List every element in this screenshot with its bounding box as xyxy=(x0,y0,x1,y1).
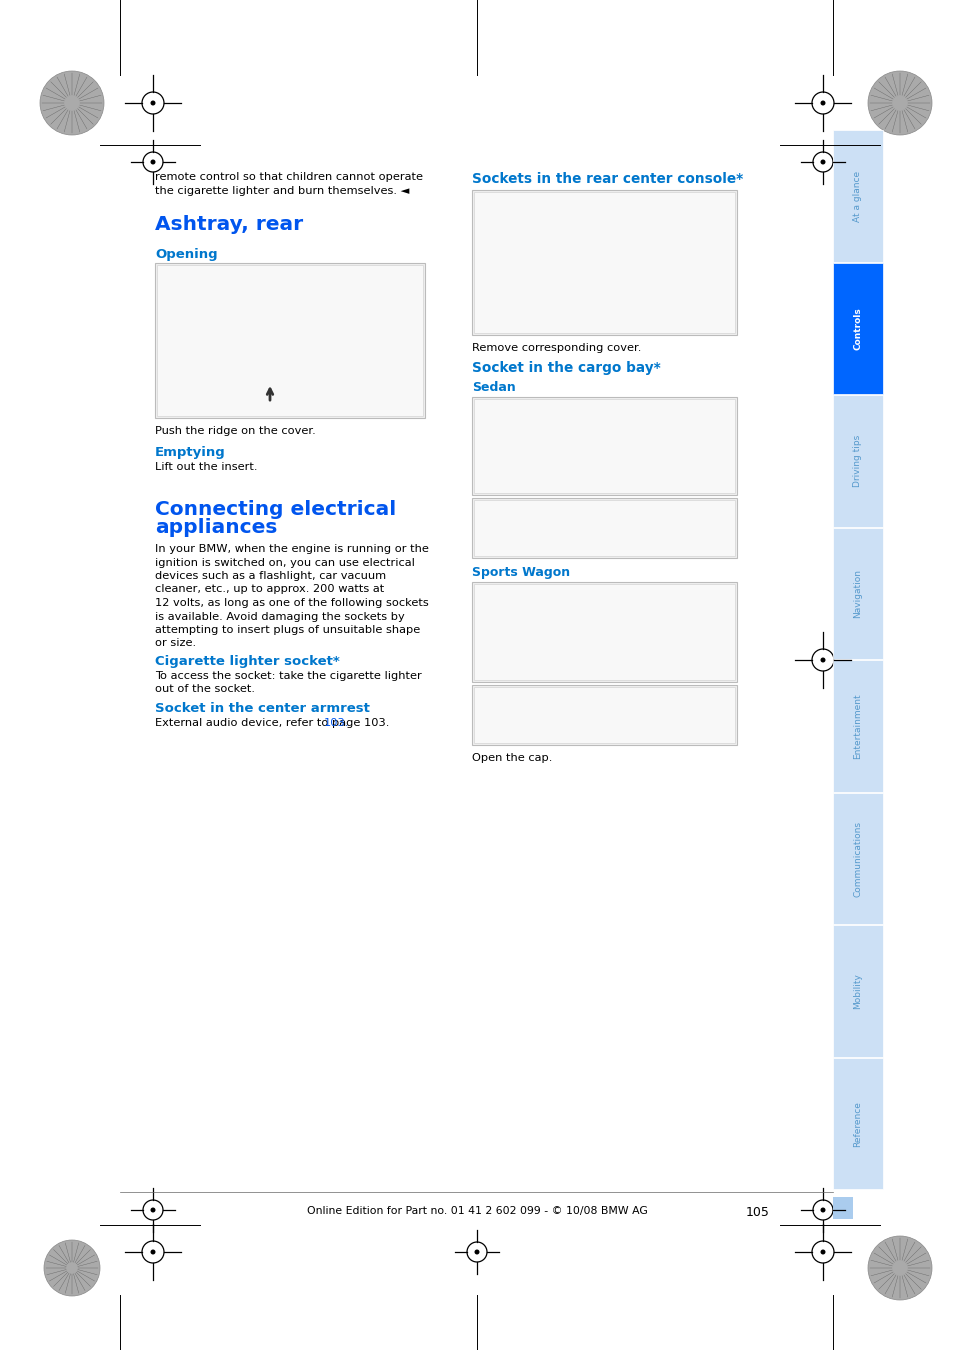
Circle shape xyxy=(867,1237,931,1300)
Text: remote control so that children cannot operate: remote control so that children cannot o… xyxy=(154,171,422,182)
Text: Open the cap.: Open the cap. xyxy=(472,753,552,763)
Bar xyxy=(474,585,734,680)
Text: Socket in the cargo bay*: Socket in the cargo bay* xyxy=(472,360,660,375)
Text: 103.: 103. xyxy=(323,718,349,729)
Bar xyxy=(832,660,882,791)
Circle shape xyxy=(151,1207,155,1212)
Text: Communications: Communications xyxy=(853,821,862,896)
Text: Mobility: Mobility xyxy=(853,973,862,1010)
Circle shape xyxy=(151,159,155,165)
Text: is available. Avoid damaging the sockets by: is available. Avoid damaging the sockets… xyxy=(154,612,404,621)
Text: Entertainment: Entertainment xyxy=(853,694,862,759)
Bar xyxy=(474,192,734,333)
Circle shape xyxy=(820,1207,824,1212)
Text: Driving tips: Driving tips xyxy=(853,435,862,487)
Text: Opening: Opening xyxy=(154,248,217,261)
Bar xyxy=(472,582,737,682)
Circle shape xyxy=(151,1250,155,1254)
Circle shape xyxy=(151,100,155,105)
Text: Sockets in the rear center console*: Sockets in the rear center console* xyxy=(472,171,742,186)
Circle shape xyxy=(44,1241,100,1296)
Text: the cigarette lighter and burn themselves. ◄: the cigarette lighter and burn themselve… xyxy=(154,186,409,196)
Bar xyxy=(832,130,882,262)
Text: Socket in the center armrest: Socket in the center armrest xyxy=(154,702,370,716)
Text: 105: 105 xyxy=(745,1206,769,1219)
Circle shape xyxy=(40,72,104,135)
Bar xyxy=(474,400,734,493)
Text: 12 volts, as long as one of the following sockets: 12 volts, as long as one of the followin… xyxy=(154,598,428,608)
Text: Remove corresponding cover.: Remove corresponding cover. xyxy=(472,343,640,352)
Text: Connecting electrical: Connecting electrical xyxy=(154,500,395,518)
Text: devices such as a flashlight, car vacuum: devices such as a flashlight, car vacuum xyxy=(154,571,386,580)
Text: attempting to insert plugs of unsuitable shape: attempting to insert plugs of unsuitable… xyxy=(154,625,420,634)
Text: To access the socket: take the cigarette lighter: To access the socket: take the cigarette… xyxy=(154,671,421,680)
Text: Ashtray, rear: Ashtray, rear xyxy=(154,215,303,234)
Text: cleaner, etc., up to approx. 200 watts at: cleaner, etc., up to approx. 200 watts a… xyxy=(154,585,384,594)
Text: appliances: appliances xyxy=(154,518,277,537)
Text: Emptying: Emptying xyxy=(154,446,226,459)
Text: Online Edition for Part no. 01 41 2 602 099 - © 10/08 BMW AG: Online Edition for Part no. 01 41 2 602 … xyxy=(306,1206,647,1216)
Circle shape xyxy=(820,159,824,165)
Bar xyxy=(472,397,737,495)
Text: Reference: Reference xyxy=(853,1100,862,1146)
Text: In your BMW, when the engine is running or the: In your BMW, when the engine is running … xyxy=(154,544,429,554)
Bar xyxy=(832,396,882,526)
Bar xyxy=(832,1197,852,1219)
Circle shape xyxy=(820,657,824,663)
Text: Cigarette lighter socket*: Cigarette lighter socket* xyxy=(154,655,339,668)
Bar xyxy=(832,528,882,659)
Bar xyxy=(832,262,882,394)
Text: ignition is switched on, you can use electrical: ignition is switched on, you can use ele… xyxy=(154,558,415,567)
Text: Sedan: Sedan xyxy=(472,381,516,394)
Text: Navigation: Navigation xyxy=(853,570,862,618)
Bar xyxy=(474,687,734,742)
Bar xyxy=(157,265,422,416)
Text: Push the ridge on the cover.: Push the ridge on the cover. xyxy=(154,427,315,436)
Circle shape xyxy=(820,1250,824,1254)
Bar xyxy=(154,263,424,418)
Text: External audio device, refer to page 103.: External audio device, refer to page 103… xyxy=(154,718,389,729)
Circle shape xyxy=(474,1250,479,1254)
Text: Controls: Controls xyxy=(853,308,862,350)
Circle shape xyxy=(820,100,824,105)
Text: out of the socket.: out of the socket. xyxy=(154,684,254,694)
Text: At a glance: At a glance xyxy=(853,170,862,221)
Bar xyxy=(832,1057,882,1189)
Bar xyxy=(832,925,882,1057)
Bar xyxy=(472,498,737,558)
Bar xyxy=(472,190,737,335)
Text: Sports Wagon: Sports Wagon xyxy=(472,566,570,579)
Bar xyxy=(474,500,734,556)
Text: Lift out the insert.: Lift out the insert. xyxy=(154,462,257,472)
Bar xyxy=(832,792,882,923)
Text: or size.: or size. xyxy=(154,639,196,648)
Bar xyxy=(472,684,737,745)
Circle shape xyxy=(867,72,931,135)
